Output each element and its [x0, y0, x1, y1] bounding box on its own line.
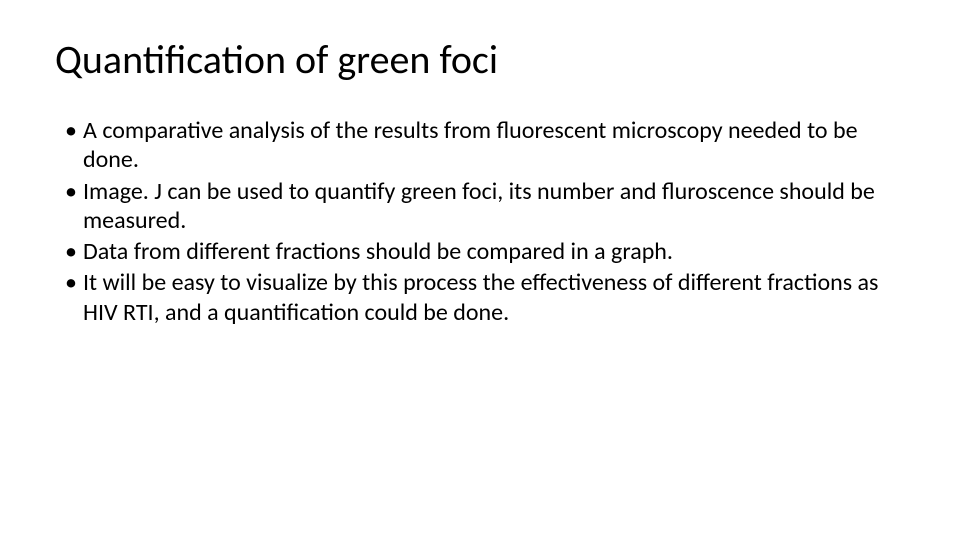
slide-title: Quantification of green foci: [55, 38, 905, 82]
bullet-list: A comparative analysis of the results fr…: [55, 116, 905, 327]
slide: Quantification of green foci A comparati…: [0, 0, 960, 540]
list-item: Data from different fractions should be …: [65, 237, 905, 266]
list-item: Image. J can be used to quantify green f…: [65, 177, 905, 236]
list-item: A comparative analysis of the results fr…: [65, 116, 905, 175]
list-item: It will be easy to visualize by this pro…: [65, 268, 905, 327]
